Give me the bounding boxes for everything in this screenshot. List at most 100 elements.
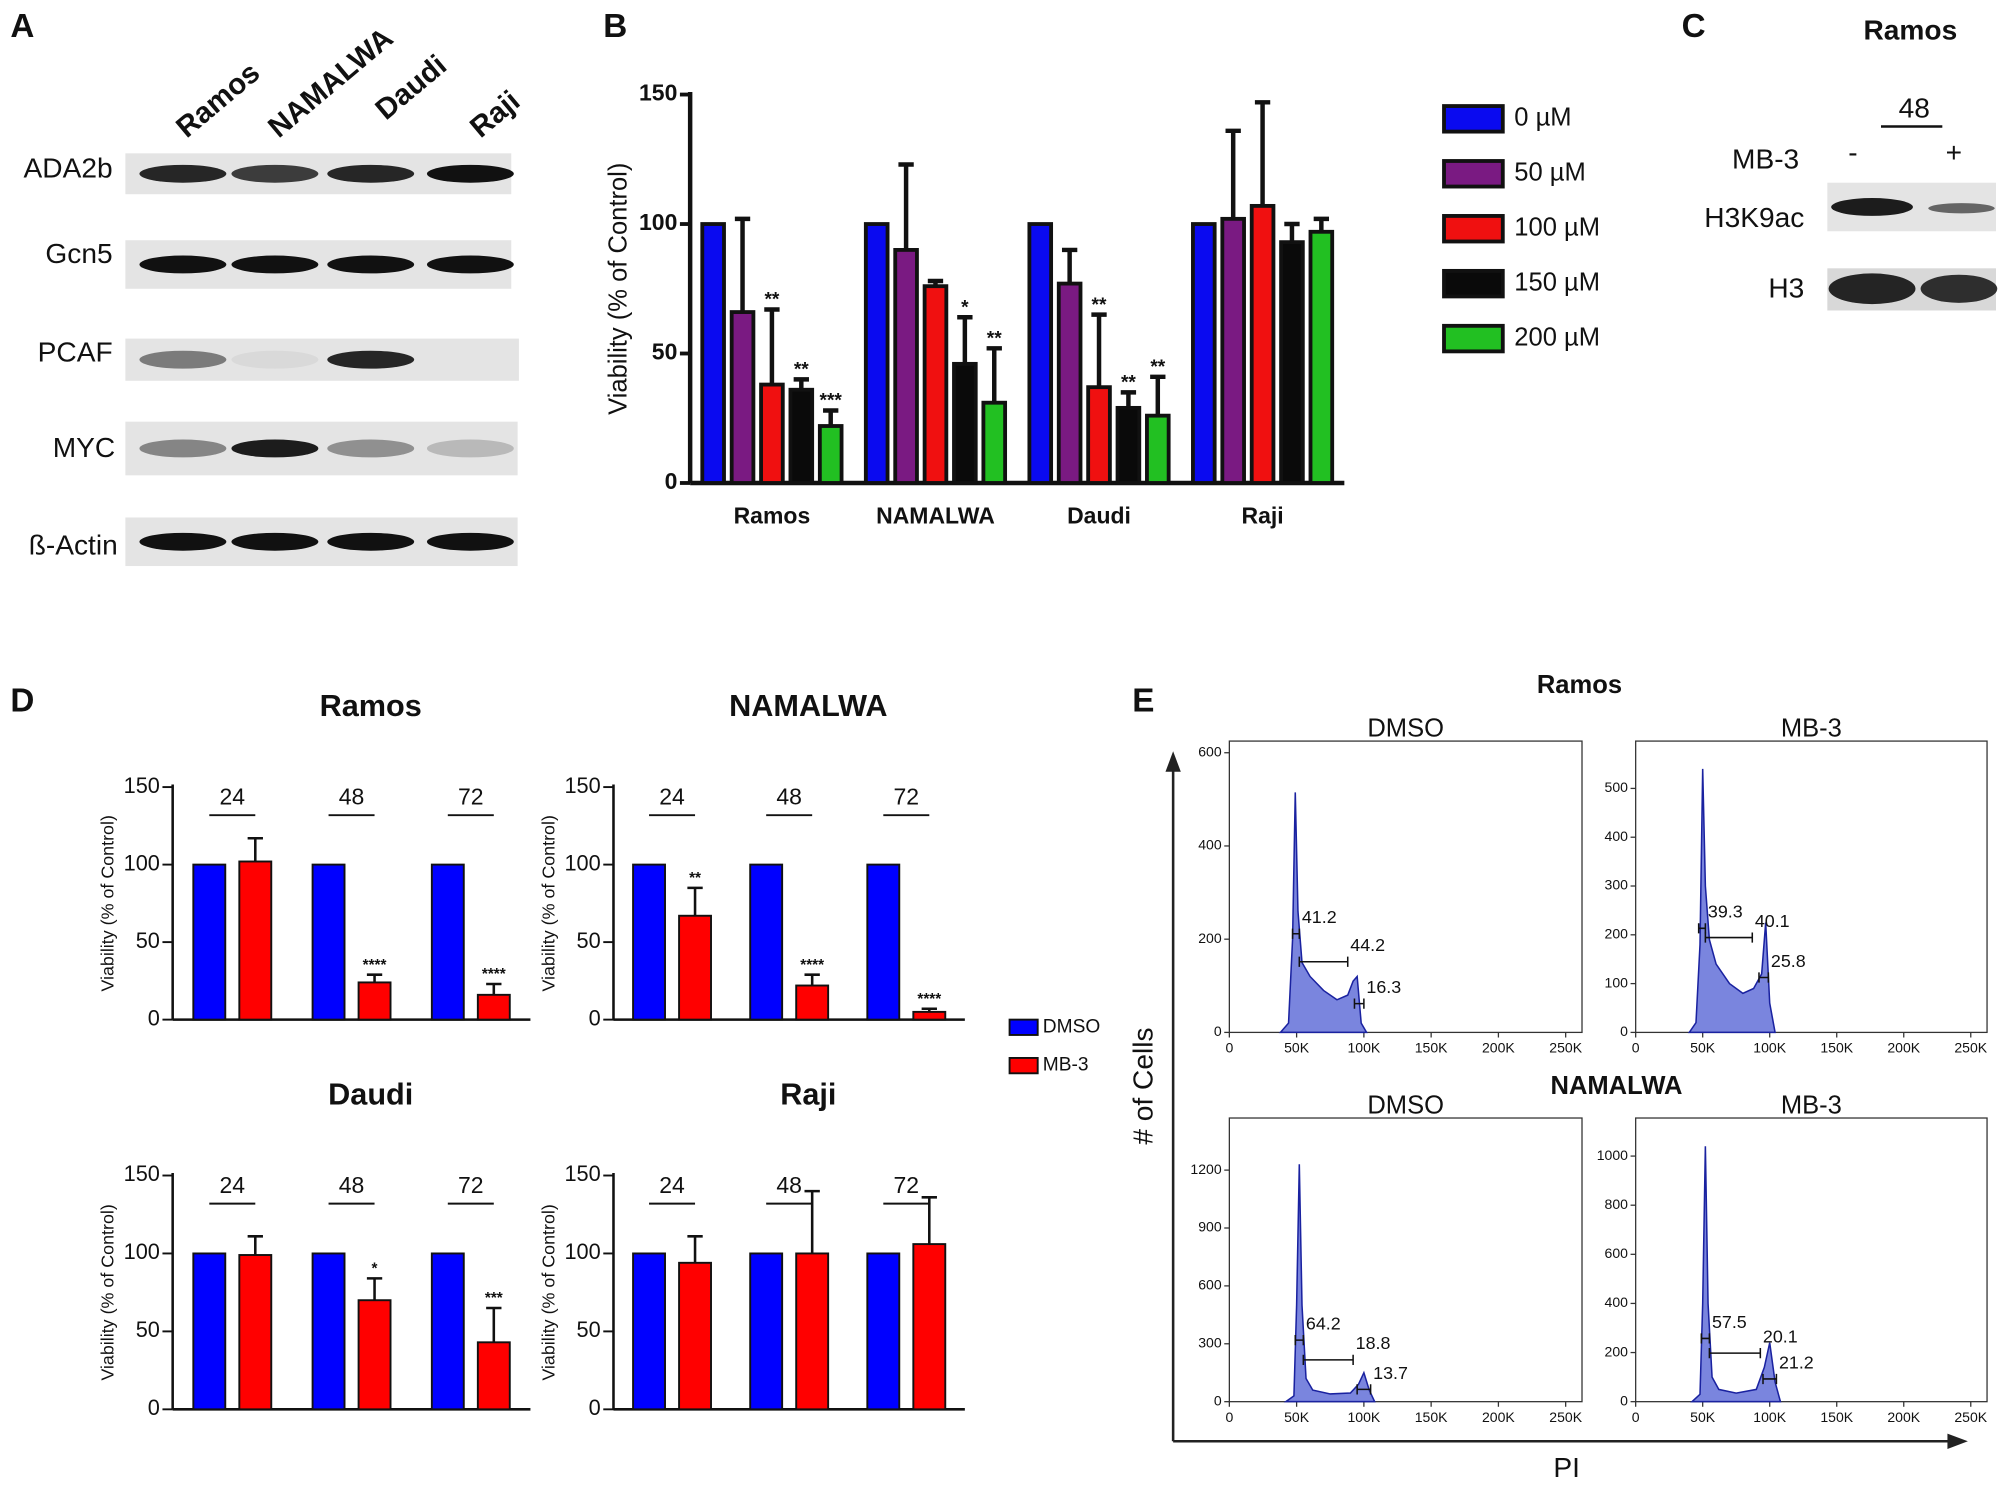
legend-swatch	[1442, 214, 1505, 244]
x-tick-label: 150K	[1415, 1409, 1448, 1425]
band	[231, 164, 319, 183]
legend-label: 50 µM	[1514, 159, 1586, 187]
band	[426, 532, 514, 551]
band	[1920, 274, 1998, 303]
y-tick-label: 400	[1605, 828, 1629, 844]
legend-label: MB-3	[1043, 1055, 1089, 1076]
bar	[700, 222, 726, 485]
error-bar	[1225, 128, 1241, 219]
gate-label: 21.2	[1779, 1352, 1814, 1372]
error-bar	[764, 307, 780, 385]
bar	[678, 914, 712, 1021]
legend-label: DMSO	[1043, 1016, 1100, 1037]
blot-row-label: H3	[1768, 272, 1804, 303]
band	[327, 532, 415, 551]
chart-title: Daudi	[328, 1077, 413, 1111]
x-tick-label: 72	[894, 1172, 920, 1198]
histogram	[1283, 1164, 1376, 1403]
bar	[476, 1341, 511, 1411]
subtitle: MB-3	[1781, 1091, 1842, 1119]
band	[426, 439, 514, 458]
bar	[1249, 203, 1276, 485]
bar	[788, 387, 815, 485]
error-bar	[921, 1196, 937, 1245]
y-tick-label: 100	[124, 850, 160, 875]
bar	[1027, 222, 1054, 485]
x-tick-label: 72	[458, 784, 484, 810]
arrow-head	[1947, 1433, 1968, 1449]
y-tick-label: 150	[564, 1161, 600, 1186]
bar	[1056, 281, 1083, 485]
blot-row-label: MYC	[53, 432, 115, 463]
panel-letter: A	[10, 8, 34, 45]
y-tick-label: 100	[564, 850, 600, 875]
group-title: NAMALWA	[1551, 1072, 1683, 1100]
bar	[1308, 229, 1335, 485]
bar	[678, 1261, 712, 1411]
y-tick-label: 150	[639, 80, 677, 106]
subtitle: MB-3	[1781, 714, 1842, 742]
bar	[1191, 222, 1217, 485]
bar	[192, 1252, 227, 1411]
subtitle: DMSO	[1367, 1091, 1444, 1119]
time-label: 48	[1899, 92, 1930, 123]
x-tick-label: 50K	[1690, 1409, 1716, 1425]
y-tick-label: 200	[1605, 926, 1629, 942]
x-tick-label: 0	[1225, 1409, 1233, 1425]
legend-label: 100 µM	[1514, 213, 1600, 241]
bar	[476, 993, 511, 1021]
error-bar	[366, 1277, 383, 1301]
gate	[1294, 1334, 1305, 1346]
error-bar	[1254, 100, 1271, 206]
y-tick-label: 600	[1198, 1277, 1222, 1293]
band	[327, 439, 415, 458]
x-tick-label: 48	[339, 784, 365, 810]
gate	[1704, 932, 1754, 943]
y-tick-label: 0	[1620, 1023, 1628, 1039]
legend-label: 200 µM	[1514, 323, 1600, 351]
gate-label: 64.2	[1306, 1313, 1341, 1333]
y-tick-label: 600	[1605, 1245, 1629, 1261]
band	[426, 255, 514, 274]
plot-frame	[1228, 740, 1583, 1034]
y-tick-label: 50	[136, 1317, 160, 1342]
bar	[430, 863, 465, 1021]
y-tick-label: 400	[1605, 1294, 1629, 1310]
error-bar	[687, 886, 703, 916]
bar	[912, 1010, 947, 1021]
significance: ***	[485, 1290, 503, 1307]
band	[1828, 273, 1916, 305]
error-bar	[247, 1235, 263, 1256]
x-tick-label: 100K	[1347, 1409, 1380, 1425]
legend-swatch	[1442, 104, 1505, 134]
y-axis-label: Viability (% of Control)	[538, 815, 558, 992]
significance: ****	[917, 991, 941, 1008]
error-bar	[804, 973, 820, 986]
y-tick-label: 0	[665, 468, 678, 494]
y-tick-label: 0	[589, 1395, 601, 1420]
legend-swatch	[1008, 1057, 1039, 1075]
x-tick-label: 48	[339, 1172, 365, 1198]
band	[139, 439, 227, 458]
y-tick-label: 800	[1605, 1196, 1629, 1212]
bar	[912, 1243, 947, 1411]
x-tick-label: 48	[776, 1172, 802, 1198]
y-tick-label: 600	[1198, 743, 1222, 759]
condition-label: +	[1946, 137, 1962, 168]
gate	[1758, 972, 1770, 983]
gate	[1356, 1384, 1372, 1395]
bar	[632, 1252, 666, 1411]
band	[231, 532, 319, 551]
significance: ****	[482, 966, 506, 983]
bar	[863, 222, 890, 485]
error-bar	[804, 1189, 820, 1254]
blot-title: Ramos	[1864, 14, 1958, 45]
y-tick-label: 100	[639, 209, 677, 235]
error-bar	[1313, 216, 1330, 232]
error-bar	[921, 1007, 937, 1012]
x-tick-label: NAMALWA	[876, 503, 995, 529]
bar	[238, 1254, 273, 1411]
y-tick-label: 100	[124, 1239, 160, 1264]
significance: *	[372, 1260, 378, 1277]
x-tick-label: 250K	[1549, 1040, 1582, 1056]
